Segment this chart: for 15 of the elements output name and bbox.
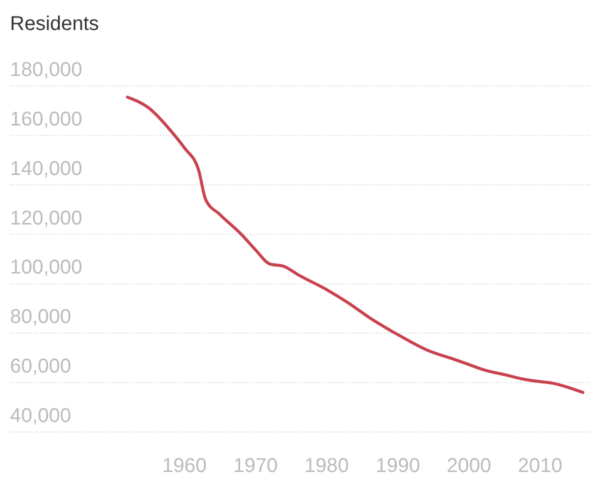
y-tick-label: 80,000 [10, 306, 72, 328]
y-tick-label: 120,000 [10, 207, 82, 230]
x-tick-label: 2000 [446, 455, 492, 477]
y-tick-label: 40,000 [10, 405, 72, 427]
x-tick-label: 1980 [304, 455, 349, 477]
y-tick-label: 180,000 [10, 59, 82, 81]
x-tick-label: 1960 [162, 455, 207, 477]
x-tick-label: 2010 [518, 455, 562, 477]
y-tick-label: 60,000 [10, 356, 72, 378]
y-tick-label: 100,000 [10, 256, 82, 279]
y-tick-label: 160,000 [10, 108, 82, 130]
x-tick-label: 1970 [233, 455, 278, 477]
y-tick-label: 140,000 [10, 158, 82, 180]
x-tick-label: 1990 [376, 455, 420, 477]
y-axis-title: Residents [10, 13, 99, 35]
